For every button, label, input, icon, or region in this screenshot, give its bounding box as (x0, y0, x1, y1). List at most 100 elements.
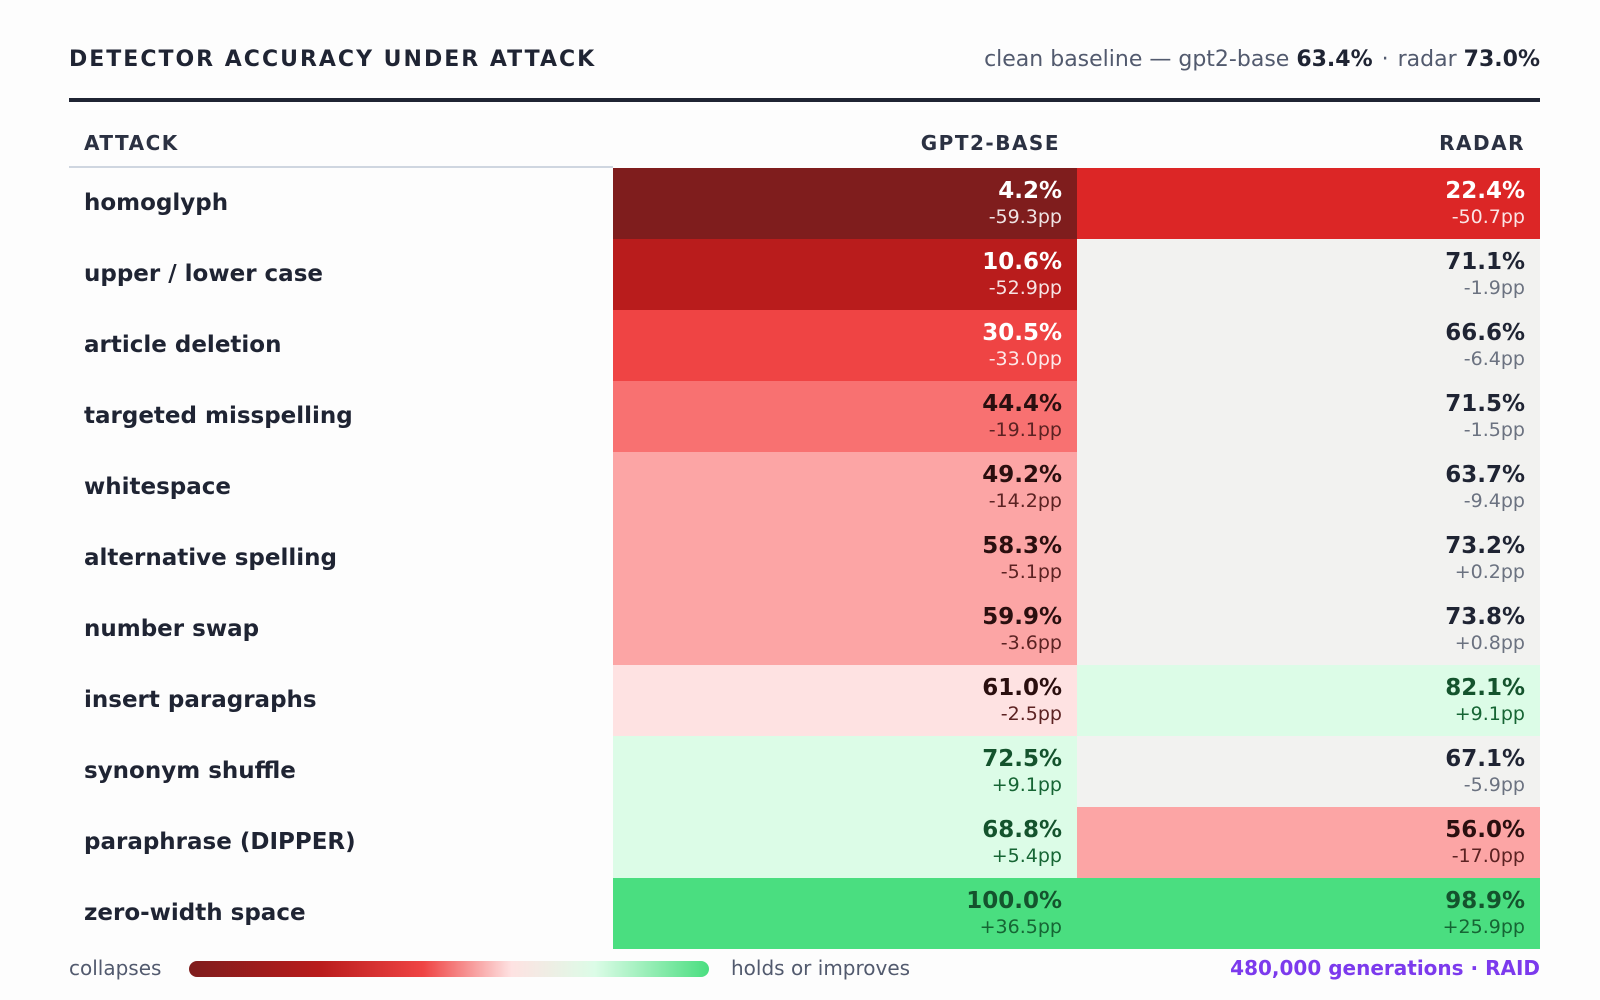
baseline-gpt-label: gpt2-base (1178, 47, 1290, 72)
radar-cell: 67.1% -5.9pp (1077, 736, 1540, 807)
source-note: 480,000 generations · RAID (1230, 956, 1540, 980)
clean-baseline-summary: clean baseline — gpt2-base 63.4% · radar… (984, 47, 1540, 72)
accuracy-value: 73.2% (1445, 533, 1525, 559)
baseline-prefix: clean baseline — (984, 47, 1172, 72)
accuracy-table: homoglyph 4.2% -59.3pp 22.4% -50.7pp upper / … (69, 168, 1540, 949)
column-header-radar: RADAR (1439, 131, 1525, 155)
radar-cell: 71.1% -1.9pp (1077, 239, 1540, 310)
table-row: targeted misspelling 44.4% -19.1pp 71.5% -1.… (69, 381, 1540, 452)
accuracy-value: 100.0% (966, 888, 1062, 914)
delta-value: -5.9pp (1463, 774, 1525, 796)
accuracy-value: 66.6% (1445, 320, 1525, 346)
attack-label: synonym shuffle (84, 758, 296, 784)
delta-value: -17.0pp (1451, 845, 1525, 867)
accuracy-value: 61.0% (982, 675, 1062, 701)
radar-cell: 82.1% +9.1pp (1077, 665, 1540, 736)
delta-value: -1.5pp (1463, 419, 1525, 441)
accuracy-value: 22.4% (1445, 178, 1525, 204)
baseline-radar-value: 73.0% (1463, 47, 1540, 72)
gpt2-base-cell: 49.2% -14.2pp (613, 452, 1077, 523)
delta-value: +5.4pp (991, 845, 1062, 867)
radar-cell: 98.9% +25.9pp (1077, 878, 1540, 949)
delta-value: -2.5pp (1000, 703, 1062, 725)
accuracy-value: 82.1% (1445, 675, 1525, 701)
table-row: whitespace 49.2% -14.2pp 63.7% -9.4pp (69, 452, 1540, 523)
gpt2-base-cell: 44.4% -19.1pp (613, 381, 1077, 452)
delta-value: -6.4pp (1463, 348, 1525, 370)
gpt2-base-cell: 59.9% -3.6pp (613, 594, 1077, 665)
table-row: zero-width space 100.0% +36.5pp 98.9% +25.9p… (69, 878, 1540, 949)
attack-label: insert paragraphs (84, 687, 317, 713)
accuracy-value: 30.5% (982, 320, 1062, 346)
table-row: insert paragraphs 61.0% -2.5pp 82.1% +9.1pp (69, 665, 1540, 736)
baseline-radar-label: radar (1397, 47, 1457, 72)
table-row: homoglyph 4.2% -59.3pp 22.4% -50.7pp (69, 168, 1540, 239)
gpt2-base-cell: 72.5% +9.1pp (613, 736, 1077, 807)
gpt2-base-cell: 100.0% +36.5pp (613, 878, 1077, 949)
gpt2-base-cell: 10.6% -52.9pp (613, 239, 1077, 310)
accuracy-value: 56.0% (1445, 817, 1525, 843)
attack-label: whitespace (84, 474, 232, 500)
delta-value: +0.8pp (1454, 632, 1525, 654)
accuracy-value: 49.2% (982, 462, 1062, 488)
delta-value: +9.1pp (991, 774, 1062, 796)
delta-value: +0.2pp (1454, 561, 1525, 583)
accuracy-value: 58.3% (982, 533, 1062, 559)
legend-high-label: holds or improves (731, 956, 911, 980)
delta-value: -14.2pp (988, 490, 1062, 512)
attack-label: zero-width space (84, 900, 306, 926)
delta-value: -1.9pp (1463, 277, 1525, 299)
accuracy-value: 67.1% (1445, 746, 1525, 772)
gpt2-base-cell: 68.8% +5.4pp (613, 807, 1077, 878)
legend-low-label: collapses (69, 956, 162, 980)
attack-label: homoglyph (84, 190, 229, 216)
attack-label: upper / lower case (84, 261, 323, 287)
legend: collapses holds or improves 480,000 gene… (69, 956, 1540, 986)
legend-color-scale (189, 961, 709, 977)
column-header-attack: ATTACK (84, 131, 179, 155)
radar-cell: 66.6% -6.4pp (1077, 310, 1540, 381)
table-row: number swap 59.9% -3.6pp 73.8% +0.8pp (69, 594, 1540, 665)
delta-value: -19.1pp (988, 419, 1062, 441)
delta-value: +9.1pp (1454, 703, 1525, 725)
delta-value: -50.7pp (1451, 206, 1525, 228)
title-divider (69, 98, 1540, 102)
radar-cell: 73.8% +0.8pp (1077, 594, 1540, 665)
column-header-gpt2-base: GPT2-BASE (920, 131, 1060, 155)
attack-label: number swap (84, 616, 260, 642)
table-row: article deletion 30.5% -33.0pp 66.6% -6.4pp (69, 310, 1540, 381)
delta-value: +36.5pp (979, 916, 1062, 938)
accuracy-value: 71.1% (1445, 249, 1525, 275)
chart-title: DETECTOR ACCURACY UNDER ATTACK (69, 47, 597, 72)
accuracy-value: 72.5% (982, 746, 1062, 772)
accuracy-value: 68.8% (982, 817, 1062, 843)
radar-cell: 73.2% +0.2pp (1077, 523, 1540, 594)
delta-value: +25.9pp (1442, 916, 1525, 938)
delta-value: -9.4pp (1463, 490, 1525, 512)
gpt2-base-cell: 4.2% -59.3pp (613, 168, 1077, 239)
radar-cell: 22.4% -50.7pp (1077, 168, 1540, 239)
delta-value: -3.6pp (1000, 632, 1062, 654)
baseline-gpt-value: 63.4% (1296, 47, 1373, 72)
attack-label: article deletion (84, 332, 282, 358)
attack-label: paraphrase (DIPPER) (84, 829, 356, 855)
attack-label: alternative spelling (84, 545, 337, 571)
delta-value: -5.1pp (1000, 561, 1062, 583)
radar-cell: 63.7% -9.4pp (1077, 452, 1540, 523)
table-row: alternative spelling 58.3% -5.1pp 73.2% +0.2… (69, 523, 1540, 594)
table-row: paraphrase (DIPPER) 68.8% +5.4pp 56.0% -17.0… (69, 807, 1540, 878)
table-row: synonym shuffle 72.5% +9.1pp 67.1% -5.9pp (69, 736, 1540, 807)
accuracy-value: 63.7% (1445, 462, 1525, 488)
accuracy-value: 98.9% (1445, 888, 1525, 914)
gpt2-base-cell: 30.5% -33.0pp (613, 310, 1077, 381)
accuracy-value: 59.9% (982, 604, 1062, 630)
gpt2-base-cell: 61.0% -2.5pp (613, 665, 1077, 736)
gpt2-base-cell: 58.3% -5.1pp (613, 523, 1077, 594)
accuracy-value: 4.2% (998, 178, 1062, 204)
radar-cell: 71.5% -1.5pp (1077, 381, 1540, 452)
accuracy-value: 71.5% (1445, 391, 1525, 417)
header-divider (69, 166, 613, 168)
accuracy-value: 10.6% (982, 249, 1062, 275)
delta-value: -33.0pp (988, 348, 1062, 370)
